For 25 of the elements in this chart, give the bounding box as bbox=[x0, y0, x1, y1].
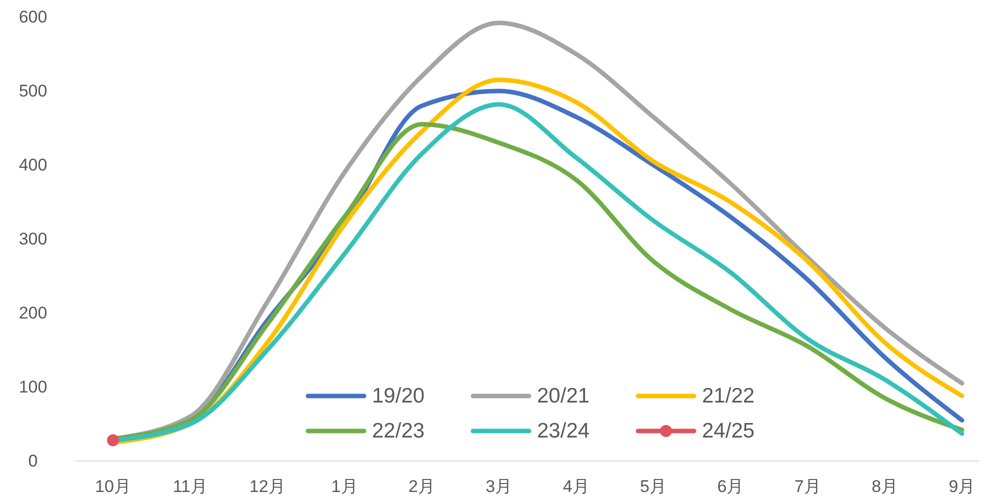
y-tick-label: 600 bbox=[18, 8, 48, 26]
x-tick-label: 4月 bbox=[562, 477, 590, 496]
x-tick-label: 12月 bbox=[249, 477, 286, 496]
legend-label: 21/22 bbox=[702, 384, 755, 408]
legend-label: 20/21 bbox=[537, 384, 590, 408]
legend-label: 19/20 bbox=[372, 384, 425, 408]
x-tick-label: 6月 bbox=[717, 477, 744, 496]
y-tick-label: 500 bbox=[18, 82, 48, 100]
x-tick-label: 8月 bbox=[872, 477, 898, 496]
legend-label: 24/25 bbox=[702, 420, 755, 442]
x-tick-label: 1月 bbox=[331, 477, 358, 496]
y-tick-label: 200 bbox=[18, 304, 48, 322]
x-tick-label: 9月 bbox=[948, 477, 976, 496]
y-tick-label: 0 bbox=[28, 452, 38, 470]
x-tick-label: 3月 bbox=[486, 477, 512, 496]
x-tick-label: 11月 bbox=[172, 477, 208, 496]
x-tick-label: 7月 bbox=[794, 477, 821, 496]
x-tick-label: 5月 bbox=[640, 477, 667, 496]
y-tick-label: 300 bbox=[18, 230, 48, 248]
y-tick-label: 400 bbox=[18, 156, 48, 174]
legend-label: 22/23 bbox=[372, 420, 425, 442]
y-tick-label: 100 bbox=[18, 378, 48, 396]
x-tick-label: 2月 bbox=[408, 477, 435, 496]
legend-label: 23/24 bbox=[537, 420, 590, 442]
x-tick-label: 10月 bbox=[95, 477, 131, 496]
